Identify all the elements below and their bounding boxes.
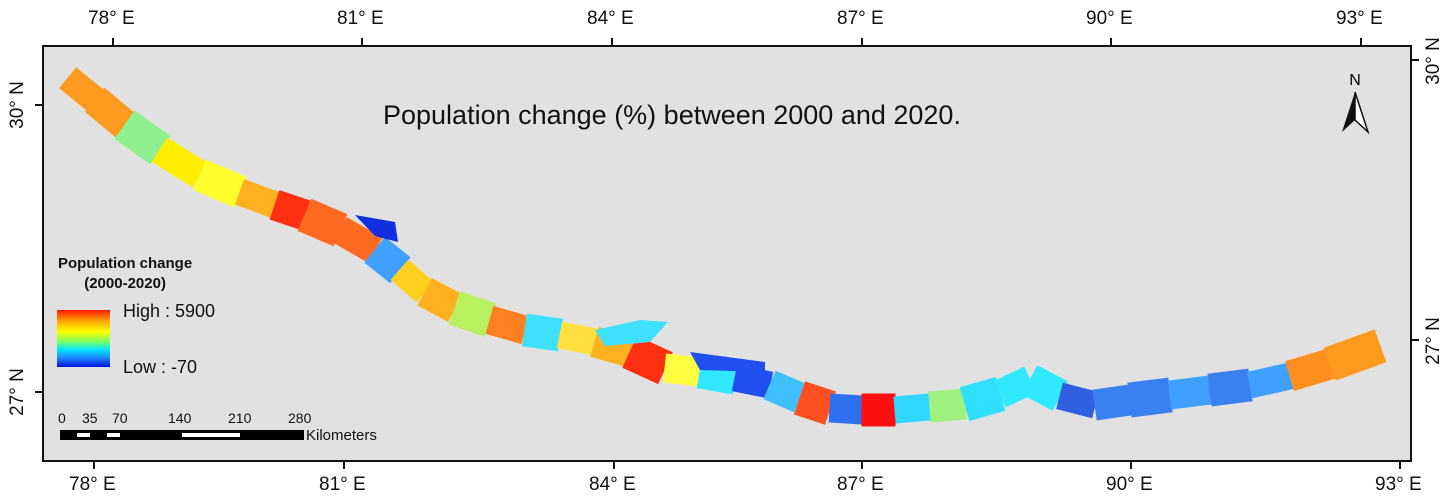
left-lat-label: 27° N xyxy=(6,368,28,416)
bottom-lon-label: 90° E xyxy=(1106,474,1153,495)
legend-high-label: High : 5900 xyxy=(123,301,216,321)
right-lat-label: 27° N xyxy=(1422,317,1444,365)
top-lon-label: 90° E xyxy=(1086,8,1133,29)
north-arrow: N xyxy=(1340,72,1370,139)
district-polygon xyxy=(355,215,398,242)
district-polygon xyxy=(556,321,599,356)
district-polygon xyxy=(622,335,673,385)
scale-tick: 210 xyxy=(228,410,252,426)
scale-tick: 0 xyxy=(58,410,66,426)
district-polygon xyxy=(1021,365,1069,411)
district-polygon xyxy=(448,291,497,337)
legend-title-line: Population change xyxy=(58,255,193,272)
bottom-lon-label: 87° E xyxy=(837,474,884,495)
district-polygon xyxy=(928,388,967,423)
scale-tick: 280 xyxy=(288,410,312,426)
district-polygon xyxy=(332,217,383,263)
district-polygon xyxy=(959,377,1006,421)
district-polygon xyxy=(993,366,1037,408)
legend-title: Population change (2000-2020) xyxy=(58,254,192,294)
legend-color-ramp xyxy=(57,310,110,367)
district-polygon xyxy=(485,305,530,345)
legend-low-label: Low : -70 xyxy=(123,357,198,377)
district-polygon xyxy=(1092,384,1133,421)
bottom-lon-label: 81° E xyxy=(319,474,366,495)
bottom-lon-label: 84° E xyxy=(589,474,636,495)
district-polygon xyxy=(269,190,311,230)
district-polygon xyxy=(1246,362,1294,399)
district-polygon xyxy=(861,393,896,427)
top-lon-label: 84° E xyxy=(587,8,634,29)
north-label: N xyxy=(1349,72,1361,89)
top-lon-label: 87° E xyxy=(837,8,884,29)
legend-title-line: (2000-2020) xyxy=(84,275,166,292)
district-polygon xyxy=(297,198,348,247)
north-arrow-icon xyxy=(1342,91,1370,135)
district-polygon xyxy=(690,352,765,372)
district-polygon xyxy=(1323,329,1387,381)
district-polygon xyxy=(828,393,864,425)
right-lat-label: 30° N xyxy=(1422,37,1444,85)
district-polygon xyxy=(793,381,837,425)
district-polygon xyxy=(1167,375,1213,410)
scale-unit: Kilometers xyxy=(306,427,377,444)
district-polygon xyxy=(1056,382,1099,419)
scale-tick: 35 xyxy=(82,410,98,426)
district-polygon xyxy=(114,110,171,165)
scale-tick: 140 xyxy=(168,410,192,426)
district-polygon xyxy=(595,320,668,346)
district-polygon xyxy=(1127,377,1173,418)
map-title: Population change (%) between 2000 and 2… xyxy=(383,100,961,130)
top-lon-label: 78° E xyxy=(88,8,135,29)
district-polygon xyxy=(731,364,774,399)
district-polygon xyxy=(1207,368,1253,407)
district-polygon xyxy=(522,313,563,352)
bottom-lon-label: 93° E xyxy=(1375,474,1422,495)
top-lon-label: 93° E xyxy=(1336,8,1383,29)
bottom-lon-label: 78° E xyxy=(69,474,116,495)
left-lat-label: 30° N xyxy=(6,81,28,129)
district-polygon xyxy=(893,393,932,424)
scale-bar xyxy=(60,430,304,440)
district-polygon xyxy=(193,159,247,208)
scale-tick: 70 xyxy=(112,410,128,426)
top-lon-label: 81° E xyxy=(337,8,384,29)
